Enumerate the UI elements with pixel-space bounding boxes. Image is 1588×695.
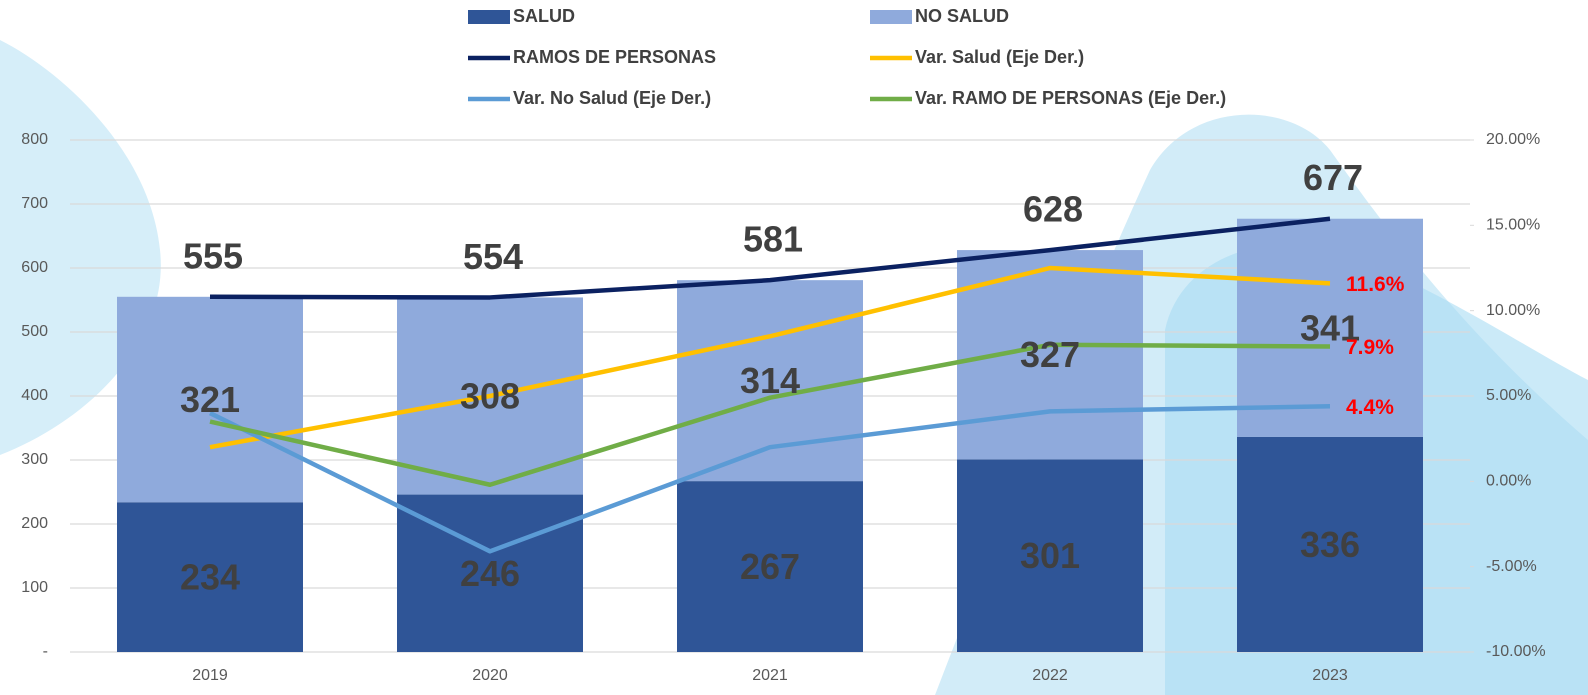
legend-label: SALUD xyxy=(513,6,575,26)
line-label: 677 xyxy=(1303,157,1363,198)
bar-label: 341 xyxy=(1300,307,1360,348)
y-tick-label: 400 xyxy=(21,387,48,404)
line-series xyxy=(209,403,1331,554)
legend-label: Var. Salud (Eje Der.) xyxy=(915,47,1084,67)
lines xyxy=(209,216,1331,554)
legend-label: NO SALUD xyxy=(915,6,1009,26)
bar-label: 308 xyxy=(460,376,520,417)
x-tick-label: 2019 xyxy=(192,667,228,684)
legend: SALUD NO SALUD RAMOS DE PERSONAS Var. Salud… xyxy=(468,6,1226,108)
bar xyxy=(957,459,1143,652)
y2-tick-label: 0.00% xyxy=(1486,473,1531,490)
legend-swatch xyxy=(870,10,912,24)
bar-label: 267 xyxy=(740,546,800,587)
labels: 234 246 267 301 336 321 308 314 327 341 555 554 581 6… xyxy=(180,157,1405,597)
line-series xyxy=(209,265,1331,450)
legend-label: RAMOS DE PERSONAS xyxy=(513,47,716,67)
bar-label: 234 xyxy=(180,557,240,598)
bar xyxy=(117,502,303,652)
value-label: 11.6% xyxy=(1346,273,1405,296)
y2-tick-label: 15.00% xyxy=(1486,217,1540,234)
x-tick-label: 2022 xyxy=(1032,667,1068,684)
bar xyxy=(117,296,303,503)
bar-label: 314 xyxy=(740,360,800,401)
line-label: 581 xyxy=(743,219,803,260)
line-label: 628 xyxy=(1023,189,1083,230)
x-tick-label: 2020 xyxy=(472,667,508,684)
y2-tick-label: 5.00% xyxy=(1486,387,1531,404)
y-tick-label: 100 xyxy=(21,579,48,596)
value-label: 4.4% xyxy=(1346,396,1394,419)
line-label: 554 xyxy=(463,236,523,277)
y-tick-label: - xyxy=(43,643,48,660)
bar-label: 321 xyxy=(180,379,240,420)
line-series xyxy=(209,216,1331,300)
y-tick-label: 600 xyxy=(21,259,48,276)
y-tick-label: 200 xyxy=(21,515,48,532)
x-tick-label: 2021 xyxy=(752,667,788,684)
y2-tick-label: -5.00% xyxy=(1486,558,1537,575)
bar-label: 246 xyxy=(460,553,520,594)
bar xyxy=(1237,436,1423,652)
y2-tick-label: -10.00% xyxy=(1486,643,1546,660)
y-tick-label: 800 xyxy=(21,131,48,148)
y-tick-label: 300 xyxy=(21,451,48,468)
line-series xyxy=(209,342,1331,487)
bar xyxy=(677,481,863,652)
legend-swatch xyxy=(468,10,510,24)
bar xyxy=(1237,218,1423,437)
bar-label: 301 xyxy=(1020,535,1080,576)
bar-label: 336 xyxy=(1300,524,1360,565)
y-tick-label: 700 xyxy=(21,195,48,212)
value-label: 7.9% xyxy=(1346,336,1394,359)
y2-tick-label: 10.00% xyxy=(1486,302,1540,319)
line-label: 555 xyxy=(183,235,243,276)
bars xyxy=(117,218,1423,652)
bar-label: 327 xyxy=(1020,334,1080,375)
y-tick-label: 500 xyxy=(21,323,48,340)
legend-label: Var. No Salud (Eje Der.) xyxy=(513,88,711,108)
x-tick-label: 2023 xyxy=(1312,667,1348,684)
legend-label: Var. RAMO DE PERSONAS (Eje Der.) xyxy=(915,88,1226,108)
y2-tick-label: 20.00% xyxy=(1486,131,1540,148)
